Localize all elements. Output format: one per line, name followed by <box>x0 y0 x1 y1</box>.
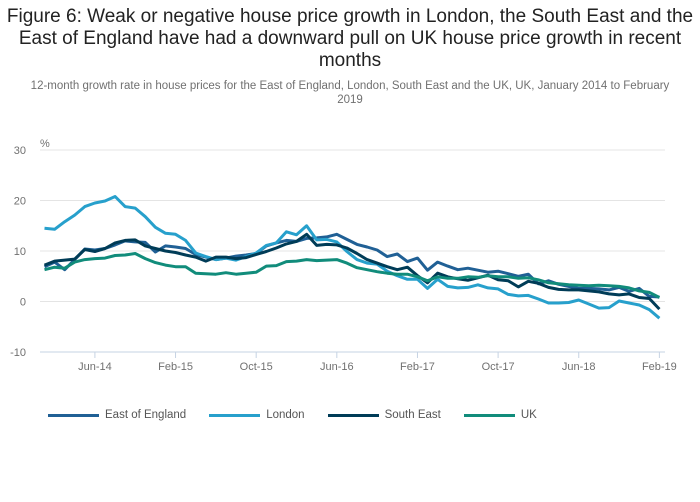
x-tick-label: Feb-15 <box>158 361 193 373</box>
legend-swatch <box>327 413 379 417</box>
legend-item-east-of-england[interactable]: East of England <box>48 409 186 421</box>
chart-title: Figure 6: Weak or negative house price g… <box>6 6 694 71</box>
x-tick-label: Jun-14 <box>78 361 112 373</box>
x-axis: Jun-14 Feb-15 Oct-15 Jun-16 Feb-17 Oct-17 Jun-… <box>40 351 677 373</box>
y-axis-unit-label: % <box>40 138 50 150</box>
y-tick-label: 10 <box>14 246 26 258</box>
legend-swatch <box>209 413 261 417</box>
legend-swatch <box>463 413 515 417</box>
legend-label: East of England <box>105 409 187 421</box>
legend-label: South East <box>384 409 441 421</box>
legend-label: UK <box>520 409 537 421</box>
line-chart: 30 20 10 0 -10 % Jun-14 Feb-15 Oct-15 Jun-16 Feb… <box>10 138 677 373</box>
y-tick-label: 20 <box>14 196 26 208</box>
x-tick-label: Oct-17 <box>482 361 515 373</box>
series-line-uk[interactable] <box>44 252 661 299</box>
legend-swatch <box>48 413 99 417</box>
y-axis: 30 20 10 0 -10 <box>10 145 26 359</box>
grid-lines <box>40 149 665 302</box>
y-tick-label: 0 <box>20 297 26 309</box>
legend: East of England London South East UK <box>48 409 560 421</box>
series-line-south-east[interactable] <box>43 232 661 311</box>
legend-item-london[interactable]: London <box>209 409 305 421</box>
x-tick-label: Feb-19 <box>642 361 677 373</box>
y-tick-label: 30 <box>14 145 26 157</box>
x-tick-label: Oct-15 <box>240 361 273 373</box>
x-tick-label: Jun-18 <box>562 361 596 373</box>
chart-subtitle: 12-month growth rate in house prices for… <box>30 80 670 106</box>
series-line-london[interactable] <box>44 195 661 320</box>
series-lines <box>43 195 661 320</box>
x-tick-label: Feb-17 <box>400 361 435 373</box>
legend-item-uk[interactable]: UK <box>463 409 537 421</box>
legend-label: London <box>266 409 305 421</box>
legend-item-south-east[interactable]: South East <box>327 409 441 421</box>
x-tick-label: Jun-16 <box>320 361 354 373</box>
y-tick-label: -10 <box>10 347 26 359</box>
